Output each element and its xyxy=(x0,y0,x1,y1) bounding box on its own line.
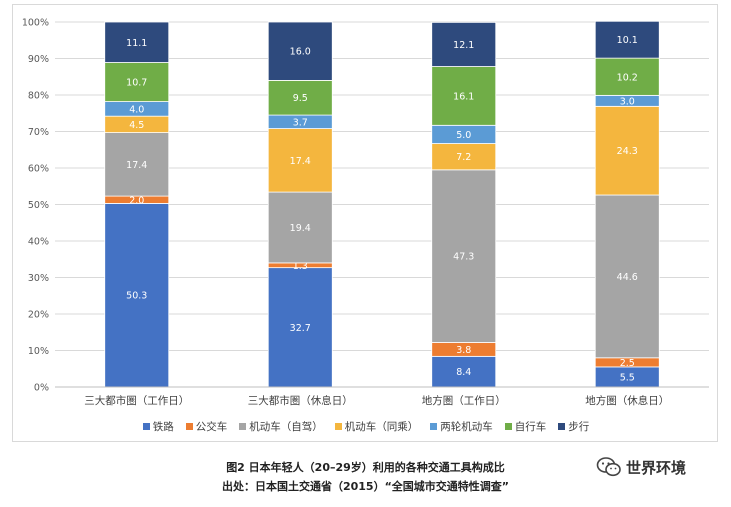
data-label: 50.3 xyxy=(126,291,147,302)
y-tick-label: 80% xyxy=(28,91,49,102)
data-label: 44.6 xyxy=(617,272,638,283)
y-tick-label: 90% xyxy=(28,54,49,65)
legend-item: 两轮机动车 xyxy=(430,419,493,434)
bar-segment xyxy=(431,169,497,343)
legend-swatch xyxy=(504,423,512,430)
data-label: 9.5 xyxy=(293,93,308,104)
stacked-bar-chart: 0% 10% 20% 30% 40% 50% 60% 70% 80% 90% 100% 50.3 2.0… xyxy=(22,18,709,407)
bar-segment xyxy=(594,20,660,59)
wechat-icon xyxy=(596,457,621,477)
bar-segment xyxy=(431,355,497,388)
y-tick-label: 20% xyxy=(28,310,49,321)
y-tick-label: 0% xyxy=(34,383,49,394)
chart-frame: 0% 10% 20% 30% 40% 50% 60% 70% 80% 90% 100% 50.3 2.0… xyxy=(12,4,718,442)
data-label: 2.0 xyxy=(129,195,144,206)
legend-label: 机动车（同乘） xyxy=(344,421,419,433)
y-tick-label: 70% xyxy=(28,127,49,138)
data-label: 19.4 xyxy=(290,223,311,234)
data-label: 32.7 xyxy=(290,323,311,334)
bar-segment xyxy=(104,62,170,102)
legend-label: 机动车（自驾） xyxy=(249,421,323,433)
legend-item: 机动车（同乘） xyxy=(334,419,419,434)
legend-swatch xyxy=(142,423,150,430)
data-label: 24.3 xyxy=(617,146,638,157)
data-label: 3.8 xyxy=(456,345,471,356)
legend-swatch xyxy=(430,423,438,430)
y-tick-label: 60% xyxy=(28,164,49,175)
legend-label: 公交车 xyxy=(195,421,228,433)
watermark-text: 世界环境 xyxy=(626,458,687,477)
legend-swatch xyxy=(558,423,566,430)
y-tick-label: 40% xyxy=(28,237,49,248)
legend-label: 自行车 xyxy=(514,421,547,433)
data-label: 16.0 xyxy=(290,47,311,58)
data-label: 47.3 xyxy=(453,252,474,263)
legend-item: 步行 xyxy=(558,419,589,434)
bar-segment xyxy=(431,143,497,171)
bar-segment xyxy=(267,80,333,116)
bar-segment xyxy=(104,203,170,388)
x-category-label: 地方圏（工作日） xyxy=(422,394,506,407)
data-label: 5.0 xyxy=(456,130,471,141)
data-label: 7.2 xyxy=(456,152,471,163)
data-label: 16.1 xyxy=(453,91,474,102)
data-label: 3.0 xyxy=(620,96,635,107)
x-category-label: 地方圏（休息日） xyxy=(585,394,669,407)
figure-caption-source: 出处：日本国土交通省（2015）“全国城市交通特性调查” xyxy=(221,480,510,493)
data-label: 17.4 xyxy=(290,156,311,167)
data-label: 5.5 xyxy=(620,372,635,383)
y-tick-label: 30% xyxy=(28,273,49,284)
bar-segment xyxy=(431,66,497,126)
legend-item: 铁路 xyxy=(142,419,174,434)
data-label: 17.4 xyxy=(126,160,147,171)
legend-item: 机动车（自驾） xyxy=(239,419,323,434)
data-label: 10.7 xyxy=(126,78,147,89)
legend-swatch xyxy=(334,423,342,430)
bar-segment xyxy=(267,191,333,264)
y-tick-label: 100% xyxy=(22,18,49,29)
bar-segment xyxy=(104,21,170,63)
x-category-label: 三大都市圏（休息日） xyxy=(248,394,353,407)
legend-label: 铁路 xyxy=(152,421,174,433)
data-label: 10.2 xyxy=(617,72,638,83)
bar-segment xyxy=(594,194,660,359)
y-tick-label: 50% xyxy=(28,200,49,211)
bar-segment xyxy=(104,132,170,197)
legend-label: 两轮机动车 xyxy=(440,421,493,433)
data-label: 4.5 xyxy=(129,120,144,131)
data-label: 2.5 xyxy=(620,358,635,369)
data-label: 1.3 xyxy=(293,261,308,272)
legend-swatch xyxy=(185,423,193,430)
data-label: 3.7 xyxy=(293,117,308,128)
bar-segment xyxy=(267,21,333,81)
data-label: 10.1 xyxy=(617,35,638,46)
data-label: 11.1 xyxy=(126,38,147,49)
bar-segment xyxy=(267,267,333,388)
legend-item: 自行车 xyxy=(504,419,547,434)
legend-swatch xyxy=(239,423,247,430)
bar-segment xyxy=(431,21,497,67)
data-label: 4.0 xyxy=(129,104,144,115)
data-label: 8.4 xyxy=(456,367,471,378)
y-tick-label: 10% xyxy=(28,346,49,357)
figure-caption-title: 图2 日本年轻人（20–29岁）利用的各种交通工具构成比 xyxy=(226,461,505,474)
chart-legend: 铁路 公交车 机动车（自驾） 机动车（同乘） 两轮机动车 自行车 步行 xyxy=(13,419,719,434)
watermark: 世界环境 xyxy=(596,456,686,478)
data-label: 12.1 xyxy=(453,40,474,51)
bar-segment xyxy=(594,57,660,96)
legend-label: 步行 xyxy=(568,421,590,433)
x-category-label: 三大都市圏（工作日） xyxy=(84,394,189,407)
legend-item: 公交车 xyxy=(185,419,228,434)
